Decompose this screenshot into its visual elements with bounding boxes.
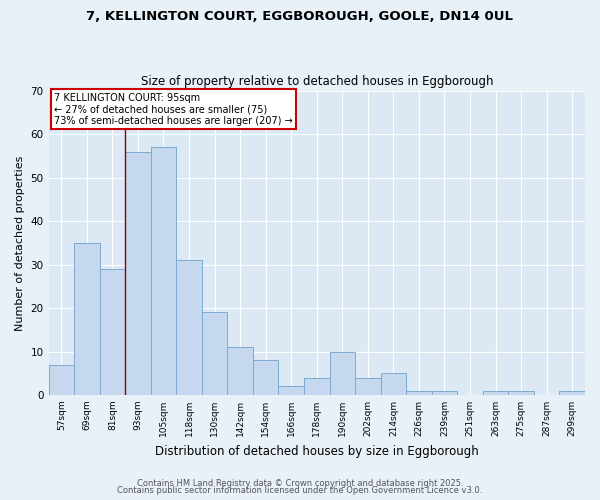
Bar	[329, 352, 355, 395]
Text: Contains public sector information licensed under the Open Government Licence v3: Contains public sector information licen…	[118, 486, 482, 495]
Bar	[100, 269, 125, 395]
Bar	[355, 378, 380, 395]
Bar	[74, 243, 100, 395]
Bar	[483, 390, 508, 395]
Bar	[227, 347, 253, 395]
Bar	[559, 390, 585, 395]
Bar	[508, 390, 534, 395]
Bar	[125, 152, 151, 395]
Bar	[176, 260, 202, 395]
Bar	[49, 364, 74, 395]
Text: 7 KELLINGTON COURT: 95sqm
← 27% of detached houses are smaller (75)
73% of semi-: 7 KELLINGTON COURT: 95sqm ← 27% of detac…	[54, 92, 293, 126]
Y-axis label: Number of detached properties: Number of detached properties	[15, 156, 25, 330]
Bar	[253, 360, 278, 395]
Bar	[380, 373, 406, 395]
Bar	[406, 390, 432, 395]
Bar	[432, 390, 457, 395]
Title: Size of property relative to detached houses in Eggborough: Size of property relative to detached ho…	[140, 76, 493, 88]
Bar	[278, 386, 304, 395]
X-axis label: Distribution of detached houses by size in Eggborough: Distribution of detached houses by size …	[155, 444, 479, 458]
Bar	[202, 312, 227, 395]
Text: 7, KELLINGTON COURT, EGGBOROUGH, GOOLE, DN14 0UL: 7, KELLINGTON COURT, EGGBOROUGH, GOOLE, …	[86, 10, 514, 23]
Bar	[304, 378, 329, 395]
Bar	[151, 148, 176, 395]
Text: Contains HM Land Registry data © Crown copyright and database right 2025.: Contains HM Land Registry data © Crown c…	[137, 478, 463, 488]
